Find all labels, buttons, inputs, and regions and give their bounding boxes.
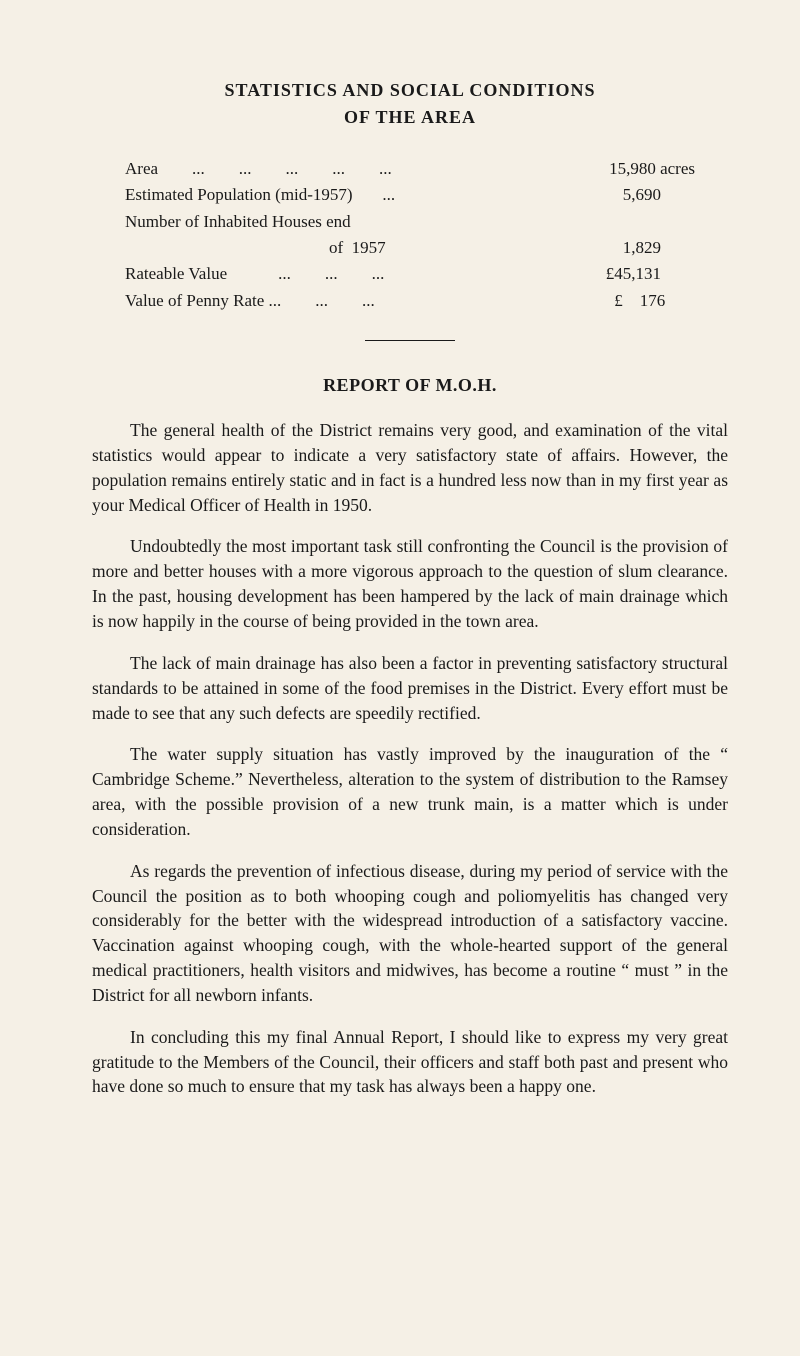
stats-row: of 1957 1,829 xyxy=(125,235,695,261)
body-paragraph: As regards the prevention of infectious … xyxy=(92,859,728,1008)
stats-value: 15,980 acres xyxy=(545,156,695,182)
stats-row: Number of Inhabited Houses end xyxy=(125,209,695,235)
body-paragraph: The water supply situation has vastly im… xyxy=(92,742,728,841)
body-paragraph: The general health of the District remai… xyxy=(92,418,728,517)
section-heading: REPORT OF M.O.H. xyxy=(92,375,728,396)
page-subtitle: OF THE AREA xyxy=(92,107,728,128)
page-title: STATISTICS AND SOCIAL CONDITIONS xyxy=(92,80,728,101)
stats-row: Estimated Population (mid-1957) ... 5,69… xyxy=(125,182,695,208)
divider-line xyxy=(365,340,455,341)
stats-label: Rateable Value ... ... ... xyxy=(125,261,384,287)
body-paragraph: The lack of main drainage has also been … xyxy=(92,651,728,726)
body-paragraph: In concluding this my final Annual Repor… xyxy=(92,1025,728,1100)
stats-label: Estimated Population (mid-1957) ... xyxy=(125,182,395,208)
stats-label: Area ... ... ... ... ... xyxy=(125,156,392,182)
stats-row: Rateable Value ... ... ... £45,131 xyxy=(125,261,695,287)
stats-label: Value of Penny Rate ... ... ... xyxy=(125,288,375,314)
stats-label: of 1957 xyxy=(125,235,386,261)
stats-value: £ 176 xyxy=(545,288,695,314)
body-paragraph: Undoubtedly the most important task stil… xyxy=(92,534,728,633)
stats-value: 5,690 xyxy=(545,182,695,208)
stats-value: £45,131 xyxy=(545,261,695,287)
stats-row: Value of Penny Rate ... ... ... £ 176 xyxy=(125,288,695,314)
stats-label: Number of Inhabited Houses end xyxy=(125,209,351,235)
stats-value: 1,829 xyxy=(545,235,695,261)
stats-row: Area ... ... ... ... ... 15,980 acres xyxy=(125,156,695,182)
statistics-block: Area ... ... ... ... ... 15,980 acres Es… xyxy=(125,156,695,314)
